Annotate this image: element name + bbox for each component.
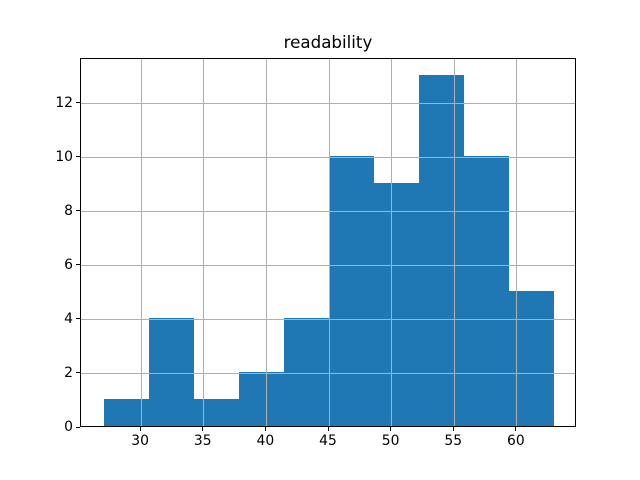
x-tick-mark xyxy=(327,427,329,431)
histogram-bar xyxy=(374,182,419,426)
y-tick-label: 8 xyxy=(64,202,73,219)
chart-title: readability xyxy=(283,32,373,52)
y-gridline xyxy=(81,103,575,105)
y-tick-label: 2 xyxy=(64,364,73,381)
histogram-bar xyxy=(194,398,239,426)
x-gridline xyxy=(140,59,142,426)
y-tick-mark xyxy=(76,264,80,266)
histogram-bar xyxy=(464,155,509,426)
x-tick-mark xyxy=(139,427,141,431)
y-tick-mark xyxy=(76,156,80,158)
y-tick-label: 6 xyxy=(64,256,73,273)
y-gridline xyxy=(81,265,575,267)
x-gridline xyxy=(265,59,267,426)
x-tick-label: 60 xyxy=(507,433,525,449)
y-tick-mark xyxy=(76,372,80,374)
y-tick-mark xyxy=(76,318,80,320)
histogram-bar xyxy=(329,155,374,426)
x-tick-mark xyxy=(452,427,454,431)
x-gridline xyxy=(203,59,205,426)
x-tick-mark xyxy=(515,427,517,431)
y-gridline xyxy=(81,373,575,375)
x-gridline xyxy=(328,59,330,426)
x-tick-label: 30 xyxy=(131,433,149,449)
x-tick-label: 35 xyxy=(193,433,212,449)
x-tick-label: 40 xyxy=(256,433,275,449)
histogram-bar xyxy=(104,398,149,426)
histogram-bar xyxy=(284,317,329,426)
plot-area xyxy=(80,58,576,427)
histogram-bar xyxy=(239,371,284,426)
x-tick-label: 50 xyxy=(381,433,400,449)
histogram-bar xyxy=(149,317,194,426)
histogram-bar xyxy=(419,74,464,426)
x-tick-label: 45 xyxy=(319,433,337,449)
y-tick-label: 10 xyxy=(55,148,73,165)
x-tick-mark xyxy=(390,427,392,431)
y-gridline xyxy=(81,211,575,213)
y-tick-label: 0 xyxy=(64,419,73,435)
x-gridline xyxy=(453,59,455,426)
x-tick-mark xyxy=(264,427,266,431)
y-gridline xyxy=(81,319,575,321)
y-tick-mark xyxy=(76,210,80,212)
y-tick-mark xyxy=(76,102,80,104)
y-gridline xyxy=(81,157,575,159)
y-tick-mark xyxy=(76,426,80,428)
y-tick-label: 4 xyxy=(64,310,73,327)
x-tick-label: 55 xyxy=(444,433,463,449)
y-tick-label: 12 xyxy=(55,94,73,111)
x-gridline xyxy=(391,59,393,426)
x-tick-mark xyxy=(202,427,204,431)
x-gridline xyxy=(516,59,518,426)
